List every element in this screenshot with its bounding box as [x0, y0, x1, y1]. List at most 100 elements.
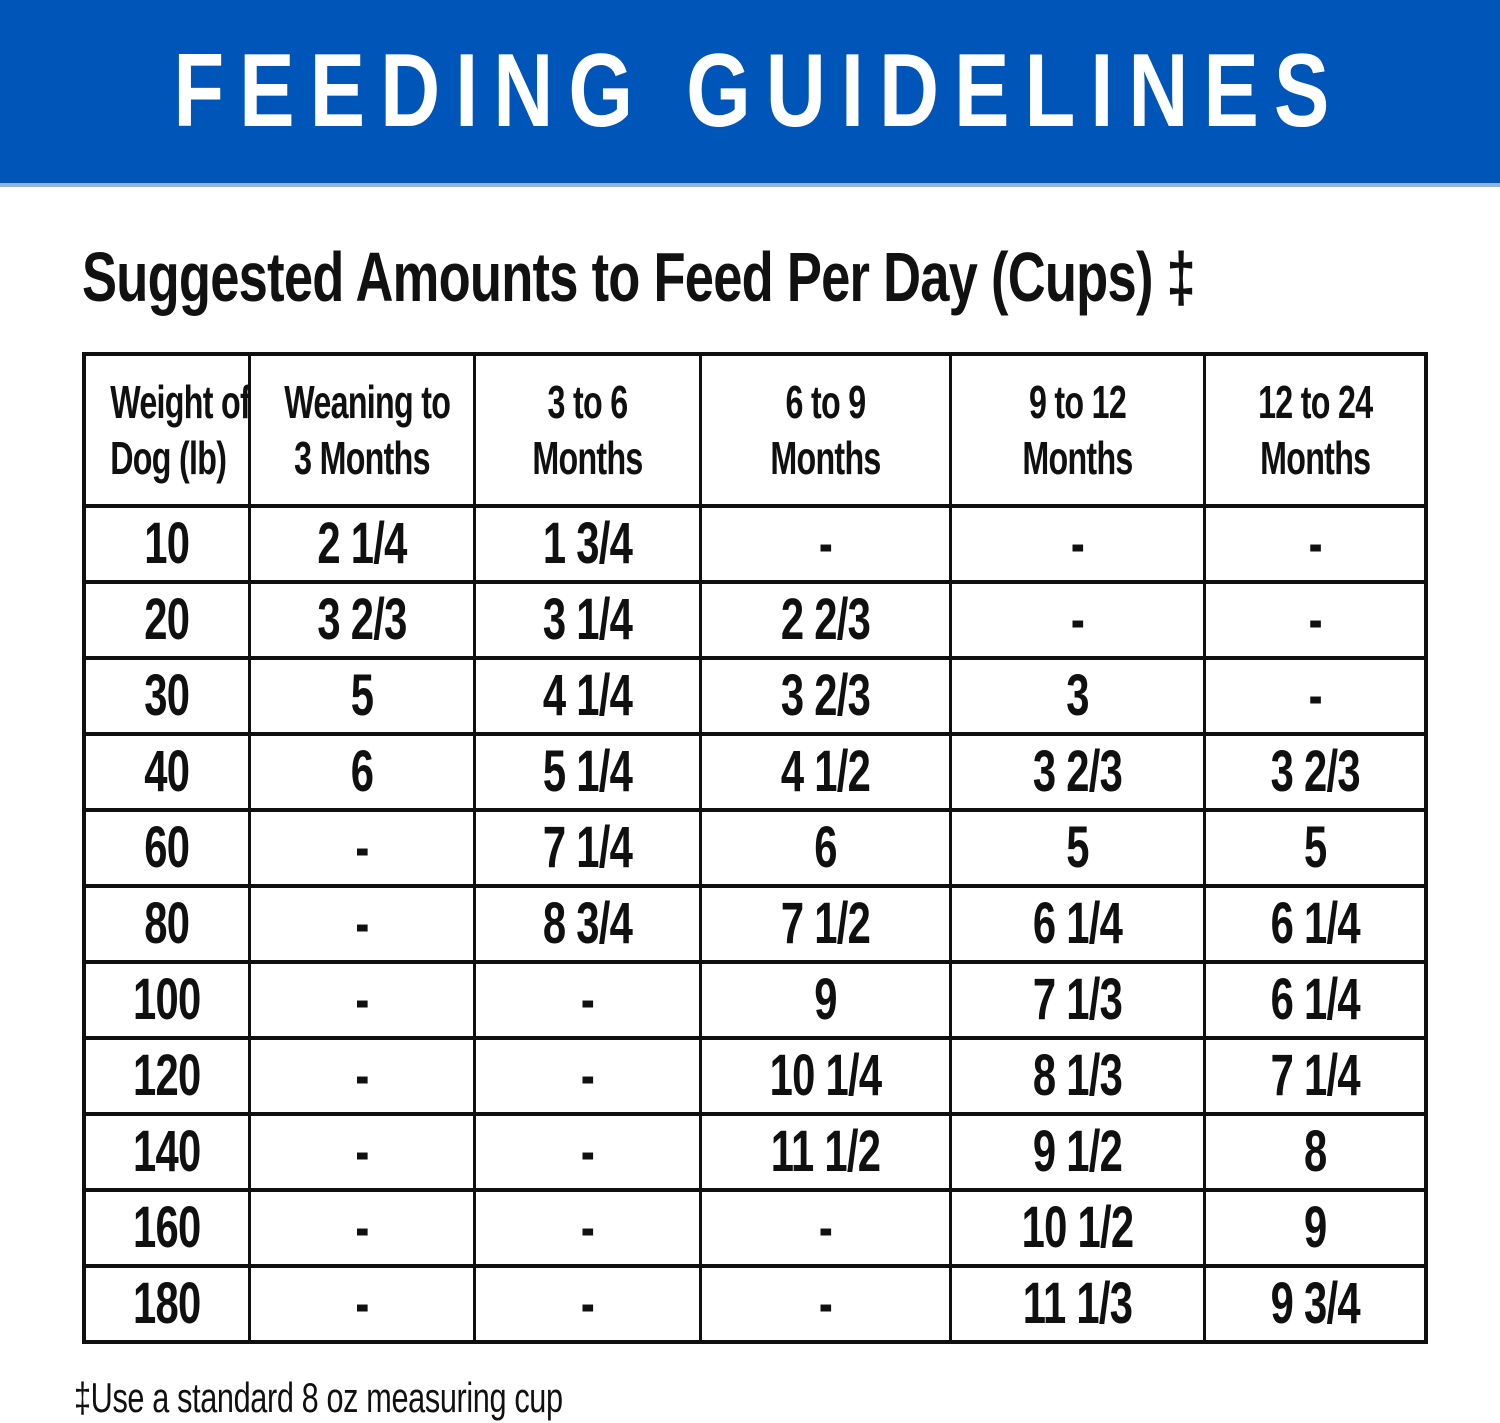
amount-cell: 9 3/4: [1202, 1264, 1428, 1344]
amount-value: 5: [1303, 815, 1326, 880]
amount-value: 10 1/2: [1021, 1195, 1134, 1260]
amount-cell: 10 1/4: [698, 1036, 952, 1116]
page-title-text: Suggested Amounts to Feed Per Day (Cups)…: [82, 238, 1196, 316]
amount-value: 3 2/3: [1270, 739, 1360, 804]
weight-value: 80: [144, 891, 190, 956]
amount-cell: 5 1/4: [472, 732, 702, 812]
amount-cell: 3 2/3: [1202, 732, 1428, 812]
amount-cell: 9 1/2: [948, 1112, 1206, 1192]
amount-cell: -: [1202, 656, 1428, 736]
amount-cell: 3: [948, 656, 1206, 736]
amount-cell: 10 1/2: [948, 1188, 1206, 1268]
amount-value: 9: [1303, 1195, 1326, 1260]
amount-cell: 6 1/4: [1202, 960, 1428, 1040]
amount-value: -: [1308, 587, 1322, 652]
column-header-line2: Months: [769, 432, 881, 484]
amount-cell: 5: [1202, 808, 1428, 888]
weight-value: 100: [132, 967, 201, 1032]
amount-cell: 6 1/4: [948, 884, 1206, 964]
table-row: 100 - - 9 7 1/3 6 1/4: [82, 960, 1428, 1040]
amount-cell: -: [698, 504, 952, 584]
weight-value: 10: [144, 511, 190, 576]
amount-value: -: [580, 1119, 594, 1184]
column-header-line2: 3 Months: [293, 432, 430, 484]
table-header-row: Weight of Dog (lb) Weaning to 3 Months 3 to …: [82, 352, 1428, 508]
table-row: 30 5 4 1/4 3 2/3 3 -: [82, 656, 1428, 736]
amount-cell: 7 1/3: [948, 960, 1206, 1040]
amount-value: -: [354, 967, 369, 1032]
amount-value: -: [354, 1043, 369, 1108]
amount-value: -: [818, 1195, 832, 1260]
amount-value: 5: [350, 663, 373, 728]
weight-cell: 100: [82, 960, 251, 1040]
amount-cell: 11 1/3: [948, 1264, 1206, 1344]
weight-value: 140: [132, 1119, 201, 1184]
amount-value: 6: [350, 739, 373, 804]
amount-cell: 8 1/3: [948, 1036, 1206, 1116]
amount-cell: 7 1/4: [1202, 1036, 1428, 1116]
amount-value: 6 1/4: [1032, 891, 1122, 956]
amount-value: -: [580, 967, 594, 1032]
amount-value: 11 1/2: [770, 1119, 880, 1184]
amount-value: 2 1/4: [316, 511, 407, 576]
amount-cell: 4 1/4: [472, 656, 702, 736]
amount-value: 5: [1065, 815, 1089, 880]
amount-value: 7 1/3: [1032, 967, 1122, 1032]
amount-value: 4 1/2: [780, 739, 870, 804]
amount-value: 3 2/3: [1032, 739, 1122, 804]
amount-cell: -: [247, 960, 476, 1040]
column-header-line1: 6 to 9: [785, 375, 866, 428]
column-header: 3 to 6 Months: [472, 352, 702, 508]
amount-value: 2 2/3: [780, 587, 870, 652]
weight-cell: 180: [82, 1264, 251, 1344]
amount-cell: 4 1/2: [698, 732, 952, 812]
table-row: 10 2 1/4 1 3/4 - - -: [82, 504, 1428, 584]
amount-value: 9 1/2: [1032, 1119, 1122, 1184]
amount-value: 7 1/4: [542, 815, 632, 880]
table-row: 160 - - - 10 1/2 9: [82, 1188, 1428, 1268]
column-header-line1: 12 to 24: [1257, 375, 1373, 428]
column-header-line2: Dog (lb): [110, 432, 227, 484]
amount-value: 9 3/4: [1270, 1271, 1360, 1336]
amount-value: 6 1/4: [1270, 891, 1360, 956]
amount-value: 3 2/3: [316, 587, 407, 652]
amount-cell: -: [1202, 580, 1428, 660]
amount-cell: 6: [698, 808, 952, 888]
table-row: 40 6 5 1/4 4 1/2 3 2/3 3 2/3: [82, 732, 1428, 812]
column-header: Weight of Dog (lb): [82, 352, 251, 508]
amount-value: 3: [1065, 663, 1089, 728]
amount-cell: -: [698, 1188, 952, 1268]
amount-cell: 6 1/4: [1202, 884, 1428, 964]
amount-value: -: [1070, 587, 1084, 652]
amount-value: 4 1/4: [542, 663, 632, 728]
weight-cell: 40: [82, 732, 251, 812]
weight-value: 20: [144, 587, 190, 652]
amount-cell: 3 2/3: [698, 656, 952, 736]
amount-cell: -: [1202, 504, 1428, 584]
amount-value: 8 1/3: [1032, 1043, 1122, 1108]
weight-value: 30: [144, 663, 190, 728]
column-header: 12 to 24 Months: [1202, 352, 1428, 508]
amount-value: -: [354, 1195, 369, 1260]
amount-value: 11 1/3: [1022, 1271, 1132, 1336]
amount-cell: 7 1/2: [698, 884, 952, 964]
column-header-line1: 3 to 6: [547, 375, 628, 428]
amount-value: 7 1/2: [780, 891, 870, 956]
weight-cell: 60: [82, 808, 251, 888]
weight-value: 160: [132, 1195, 201, 1260]
weight-value: 40: [144, 739, 190, 804]
column-header-line2: Months: [1259, 432, 1371, 484]
amount-cell: -: [247, 884, 476, 964]
banner-title: FEEDING GUIDELINES: [173, 33, 1345, 149]
amount-cell: 5: [247, 656, 476, 736]
table-row: 120 - - 10 1/4 8 1/3 7 1/4: [82, 1036, 1428, 1116]
amount-cell: -: [247, 1188, 476, 1268]
amount-cell: -: [472, 1188, 702, 1268]
column-header: 9 to 12 Months: [948, 352, 1206, 508]
amount-value: -: [580, 1271, 594, 1336]
column-header-line1: Weaning to: [283, 375, 451, 428]
amount-value: -: [818, 511, 832, 576]
column-header: 6 to 9 Months: [698, 352, 952, 508]
amount-value: -: [1308, 663, 1322, 728]
amount-value: -: [354, 1271, 369, 1336]
